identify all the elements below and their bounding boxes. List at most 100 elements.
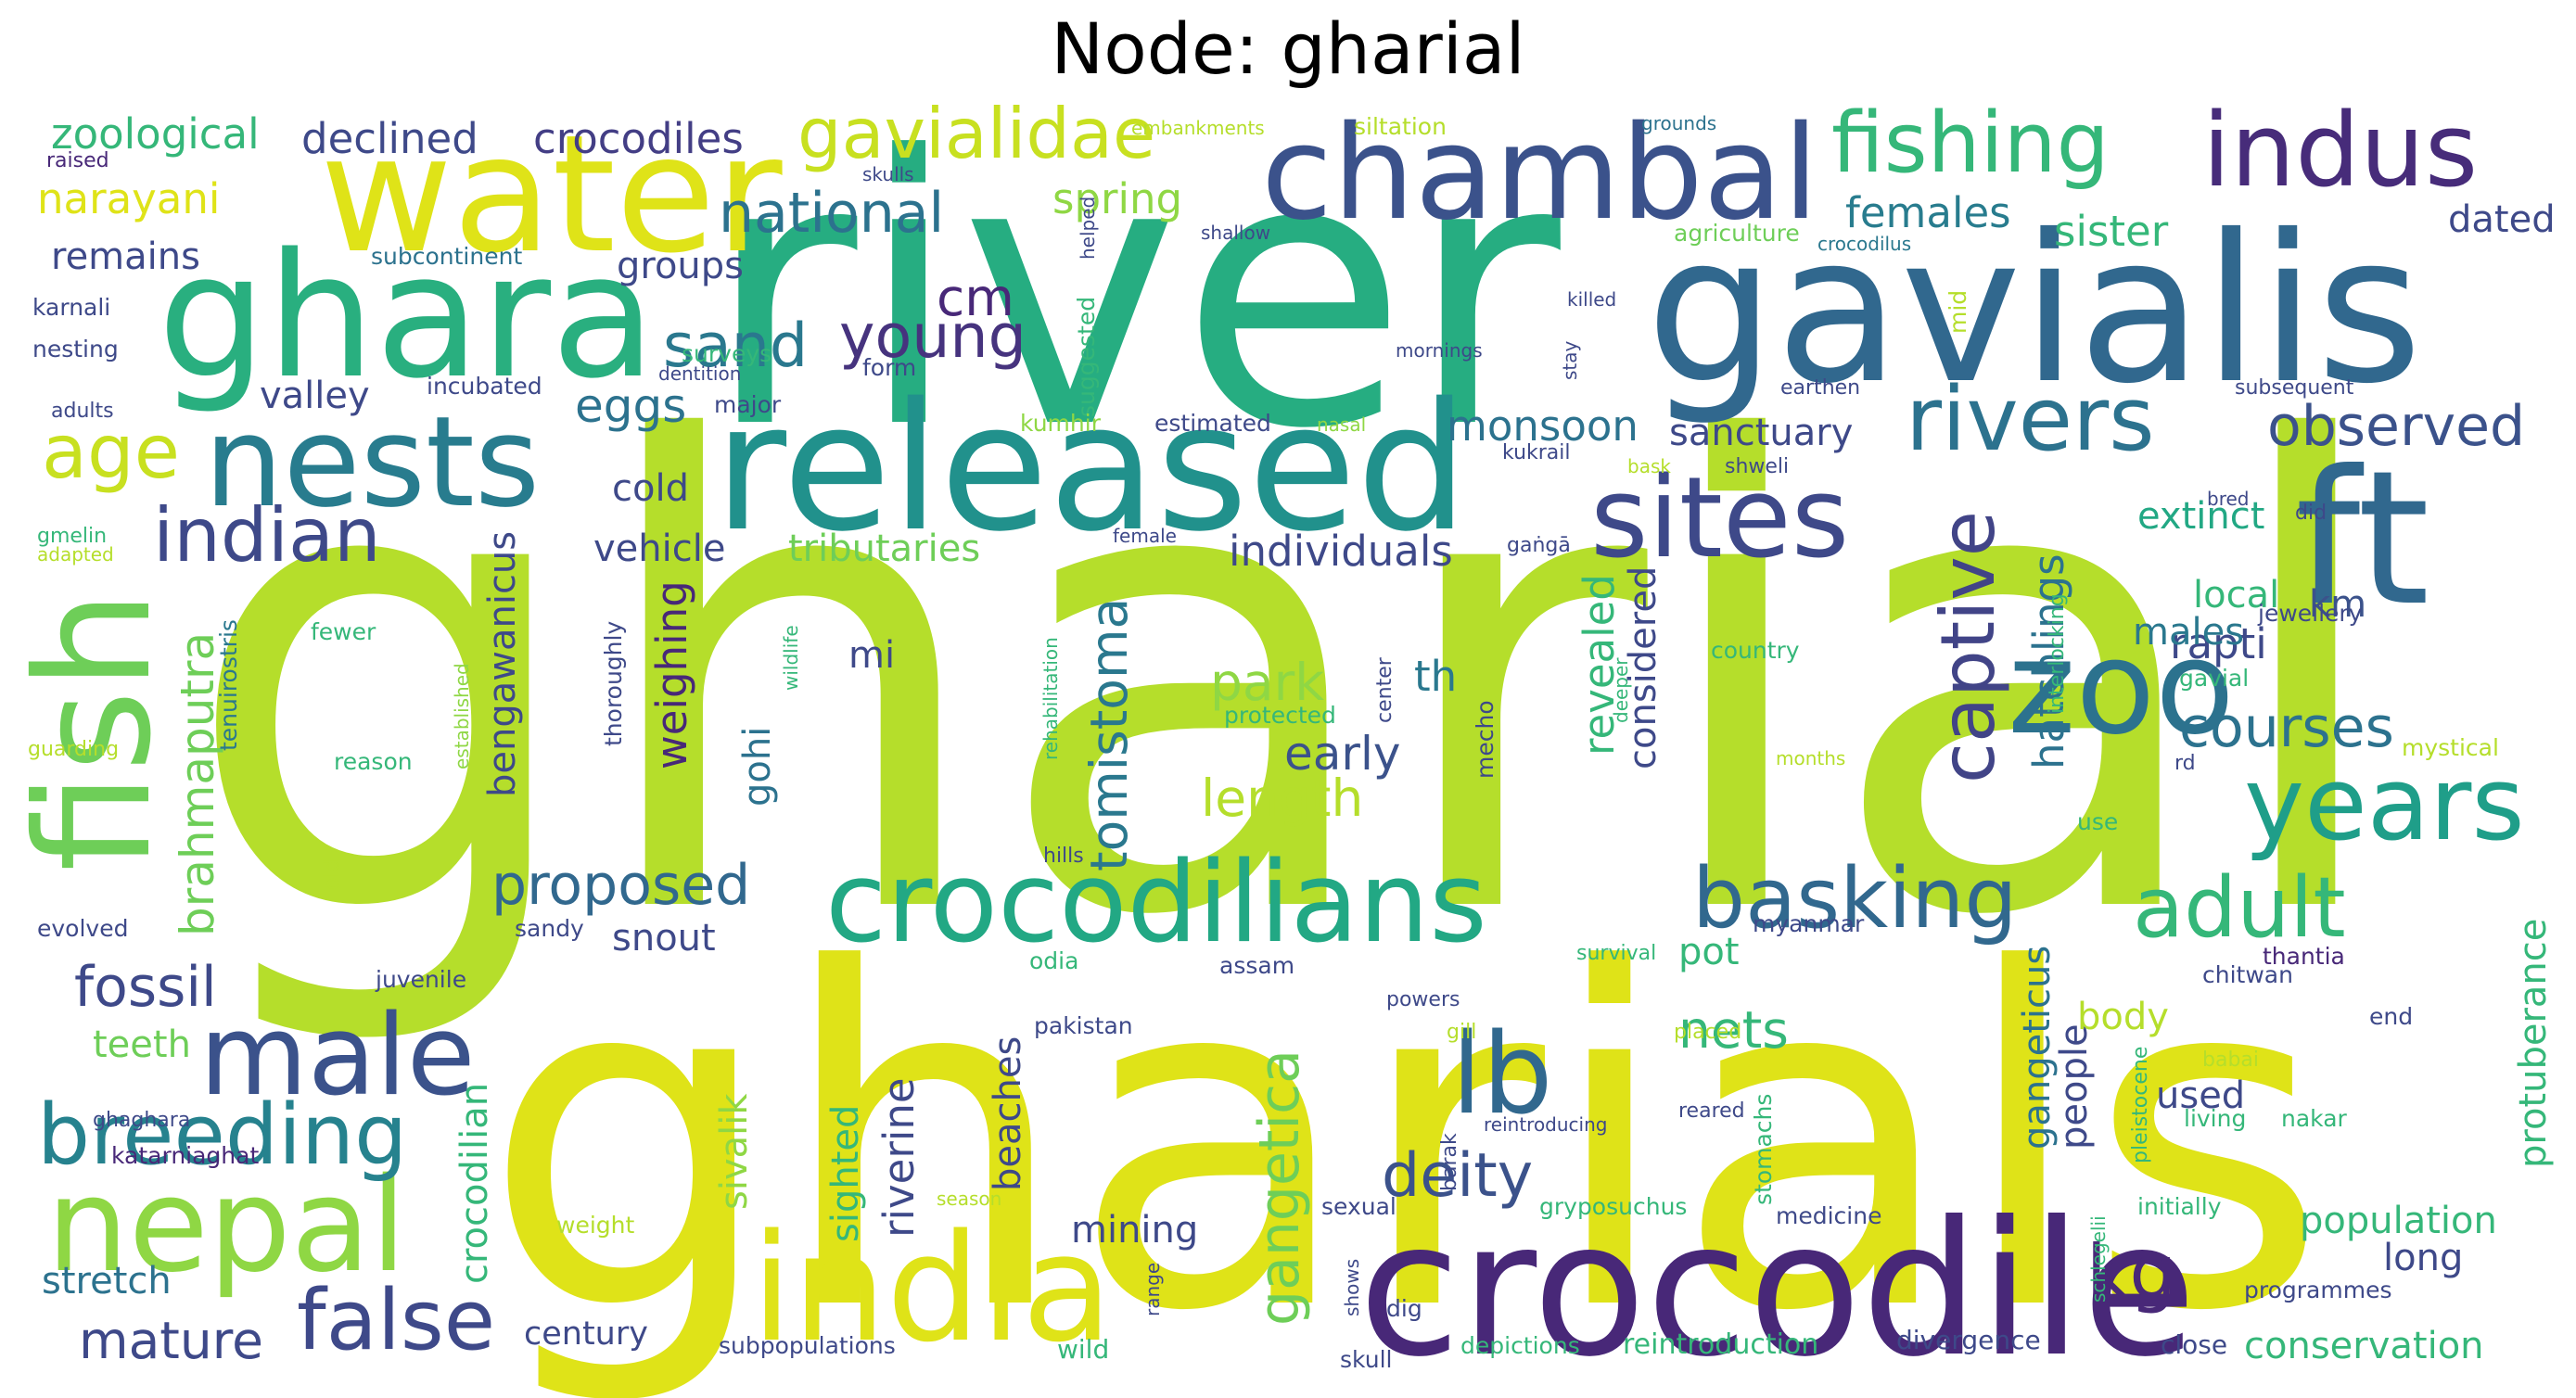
word-fossil: fossil — [74, 955, 217, 1020]
word-babai: babai — [2202, 1048, 2259, 1072]
word-narayani: narayani — [37, 174, 220, 223]
word-sites: sites — [1590, 454, 1849, 583]
word-skull: skull — [1340, 1346, 1392, 1373]
word-use: use — [2077, 808, 2118, 835]
word-considered: considered — [1622, 566, 1664, 769]
word-observed: observed — [2267, 394, 2525, 459]
word-kumhir: kumhir — [1020, 410, 1102, 437]
word-sandy: sandy — [515, 915, 584, 942]
word-kg: kg — [2086, 1229, 2176, 1315]
word-fishing: fishing — [1831, 95, 2110, 192]
word-valley: valley — [260, 375, 370, 417]
word-mining: mining — [1071, 1209, 1198, 1252]
word-crocodile: crocodile — [1358, 1182, 2197, 1398]
word-mornings: mornings — [1396, 339, 1483, 362]
word-subsequent: subsequent — [2235, 376, 2354, 400]
word-brahmaputra: brahmaputra — [171, 632, 224, 936]
word-century: century — [524, 1315, 648, 1353]
word-subcontinent: subcontinent — [371, 243, 522, 270]
word-km: km — [2309, 583, 2366, 626]
word-surveys: surveys — [682, 340, 772, 367]
word-crocodilus: crocodilus — [1817, 233, 1911, 255]
word-age: age — [42, 409, 180, 495]
word-sexual: sexual — [1321, 1193, 1396, 1220]
word-medicine: medicine — [1776, 1202, 1881, 1229]
word-crocodiles: crocodiles — [533, 114, 744, 163]
word-riverine: riverine — [874, 1077, 924, 1238]
word-stay: stay — [1559, 340, 1581, 380]
word-divergence: divergence — [1896, 1325, 2041, 1355]
word-dated: dated — [2448, 198, 2556, 241]
word-shallow: shallow — [1201, 222, 1270, 244]
word-pleistocene: pleistocene — [2129, 1047, 2152, 1163]
word-adapted: adapted — [37, 543, 114, 566]
word-raised: raised — [46, 149, 109, 172]
word-nakar: nakar — [2281, 1105, 2348, 1132]
word-earthen: earthen — [1780, 376, 1860, 400]
word-gavial: gavial — [2179, 665, 2249, 692]
word-tomistoma: tomistoma — [1079, 598, 1139, 871]
word-rd: rd — [2174, 752, 2196, 775]
word-used: used — [2156, 1074, 2245, 1117]
word-nepal: nepal — [46, 1150, 406, 1302]
word-park: park — [1210, 653, 1324, 712]
word-thoroughly: thoroughly — [600, 621, 627, 746]
word-powers: powers — [1386, 988, 1460, 1011]
word-sister: sister — [2054, 207, 2169, 256]
word-initially: initially — [2137, 1193, 2222, 1220]
word-male: male — [199, 992, 476, 1121]
word-killed: killed — [1567, 288, 1616, 311]
word-dentition: dentition — [658, 362, 741, 385]
word-subpopulations: subpopulations — [719, 1332, 896, 1359]
word-body: body — [2077, 996, 2169, 1038]
page-title: Node: gharial — [1051, 7, 1525, 90]
word-programmes: programmes — [2244, 1277, 2391, 1303]
word-gill: gill — [1447, 1021, 1476, 1044]
word-juvenile: juvenile — [375, 966, 466, 993]
word-beaches: beaches — [987, 1036, 1029, 1191]
word-form: form — [862, 354, 916, 381]
word-rivers: rivers — [1906, 369, 2155, 471]
word-lb: lb — [1451, 1010, 1553, 1139]
word-interlocking: interlocking — [2046, 593, 2069, 714]
word-wild: wild — [1057, 1334, 1109, 1365]
word-grounds: grounds — [1641, 112, 1716, 134]
word-karnali: karnali — [32, 294, 110, 321]
word-revealed: revealed — [1575, 574, 1624, 756]
word-center: center — [1373, 656, 1396, 723]
word-deeper: deeper — [1610, 657, 1632, 723]
word-basking: basking — [1692, 850, 2017, 947]
word-gharials: gharials — [482, 872, 2328, 1398]
word-estimated: estimated — [1154, 410, 1271, 437]
word-cold: cold — [612, 467, 689, 510]
word-bred: bred — [2207, 488, 2249, 510]
word-bengawanicus: bengawanicus — [481, 531, 524, 797]
word-individuals: individuals — [1229, 527, 1453, 576]
word-mi: mi — [848, 634, 895, 677]
word-myanmar: myanmar — [1753, 910, 1865, 937]
word-cm: cm — [937, 268, 1014, 327]
word-weight: weight — [556, 1212, 634, 1239]
word-eggs: eggs — [575, 379, 686, 433]
word-nasal: nasal — [1317, 413, 1366, 436]
word-survival: survival — [1576, 942, 1656, 965]
word-nets: nets — [1678, 1000, 1789, 1060]
word-mid: mid — [1945, 290, 1971, 334]
word-hatchlings: hatchlings — [2024, 553, 2073, 769]
word-suggested: suggested — [1073, 297, 1100, 417]
word-river: river — [705, 79, 1564, 510]
word-india: india — [751, 1201, 1113, 1375]
word-pakistan: pakistan — [1034, 1012, 1133, 1039]
word-rapti: rapti — [2170, 619, 2267, 668]
word-females: females — [1845, 188, 2011, 237]
word-odia: odia — [1029, 947, 1078, 974]
word-young: young — [839, 302, 1027, 372]
word-shows: shows — [1341, 1259, 1363, 1316]
word-people: people — [2053, 1023, 2096, 1150]
word-ghaghara: ghaghara — [93, 1109, 190, 1132]
word-reintroducing: reintroducing — [1484, 1113, 1607, 1136]
word-local: local — [2193, 574, 2279, 616]
word-gangetica: gangetica — [1247, 1049, 1312, 1326]
word-major: major — [714, 391, 782, 418]
